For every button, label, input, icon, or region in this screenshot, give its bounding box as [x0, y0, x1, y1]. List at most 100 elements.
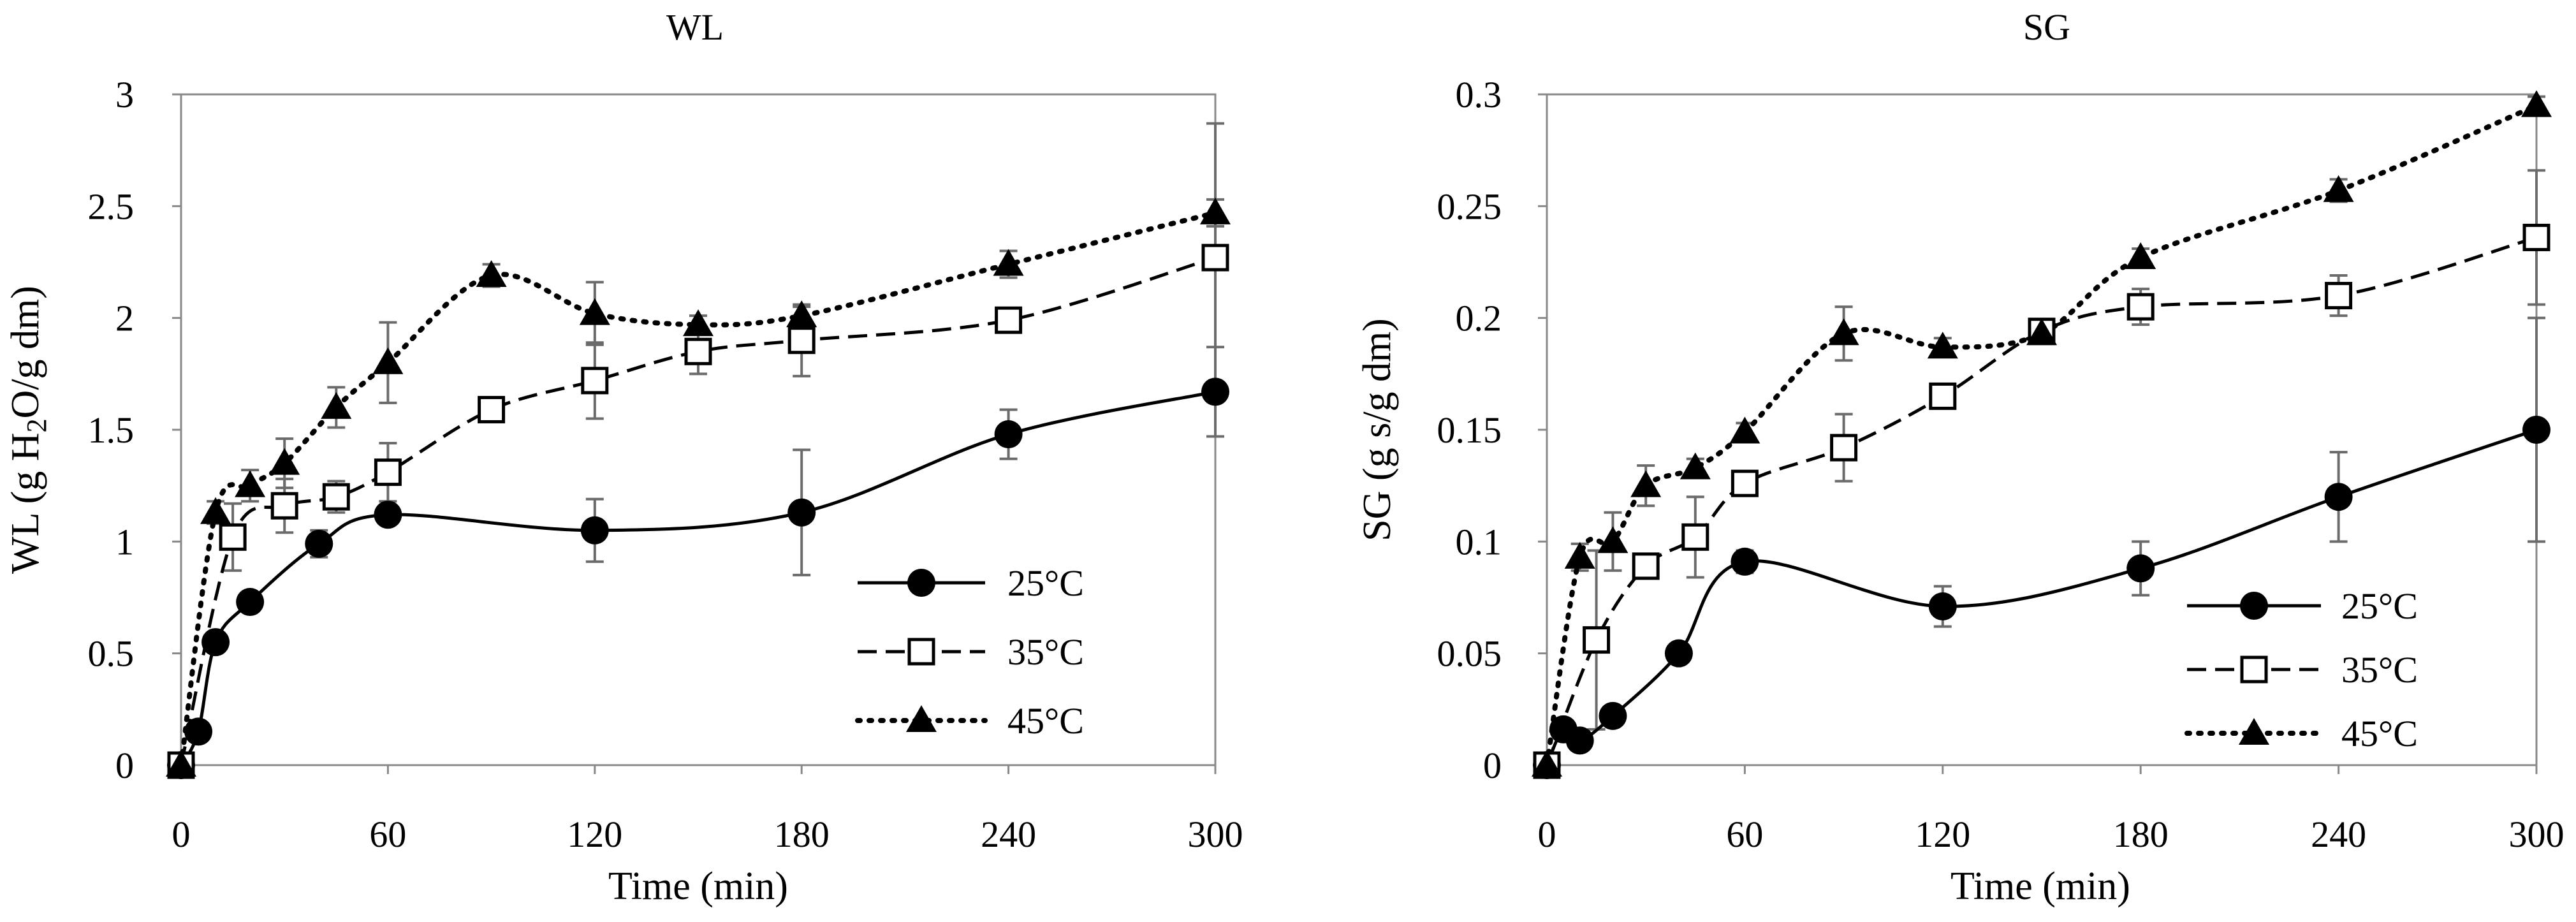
- data-point: [2522, 416, 2550, 444]
- data-point: [478, 395, 506, 423]
- legend-marker: [2240, 592, 2268, 620]
- y-axis-label: WL (g H2O/g dm): [4, 286, 52, 574]
- data-point: [476, 260, 507, 288]
- data-point: [2522, 223, 2550, 251]
- legend-label: 45°C: [1007, 700, 1084, 742]
- data-point: [1927, 332, 1958, 359]
- x-tick-label: 60: [369, 814, 406, 855]
- data-point: [1201, 377, 1229, 406]
- series-line: [179, 256, 1216, 766]
- data-point: [372, 347, 404, 374]
- x-tick-label: 60: [1726, 814, 1763, 855]
- data-point: [1630, 470, 1662, 497]
- data-point: [1201, 244, 1229, 272]
- y-tick-label: 0.3: [1456, 74, 1502, 115]
- data-point: [1830, 434, 1858, 462]
- data-point: [219, 523, 247, 551]
- data-point: [2521, 90, 2552, 117]
- data-point: [236, 588, 265, 617]
- data-point: [321, 391, 352, 419]
- legend-marker: [2239, 718, 2269, 745]
- data-point: [200, 497, 231, 524]
- data-point: [684, 337, 712, 365]
- y-tick-label: 0.05: [1437, 633, 1502, 675]
- data-point: [1928, 592, 1957, 621]
- data-point: [787, 498, 816, 527]
- data-point: [993, 249, 1024, 276]
- data-point: [1929, 382, 1957, 410]
- data-point: [322, 483, 350, 511]
- legend-marker: [907, 638, 935, 666]
- data-point: [374, 501, 402, 529]
- data-point: [1564, 541, 1595, 569]
- legend-label: 45°C: [2341, 713, 2418, 754]
- chart-title: SG: [2023, 6, 2070, 48]
- chart-wl: WL 0 0.5 1 1.5 2 2.5 3 0 60 120 180 240 300 Time (m…: [4, 6, 1243, 908]
- data-point: [2026, 318, 2057, 346]
- data-point: [184, 717, 213, 746]
- data-point: [1632, 552, 1660, 580]
- series-markers: [1532, 90, 2552, 779]
- legend-marker: [906, 705, 937, 732]
- y-tick-label: 0.1: [1456, 521, 1502, 562]
- data-point: [2126, 293, 2155, 321]
- x-tick-label: 180: [2113, 814, 2169, 855]
- data-point: [1664, 639, 1693, 668]
- x-tick-label: 120: [567, 814, 622, 855]
- error-bars: [1570, 95, 2545, 731]
- legend-label: 35°C: [1007, 631, 1084, 673]
- y-tick-label: 3: [115, 74, 134, 115]
- legend-label: 25°C: [1007, 562, 1084, 604]
- x-tick-label: 180: [774, 814, 830, 855]
- x-tick-label: 0: [172, 814, 191, 855]
- data-point: [1731, 547, 1759, 576]
- data-point: [1599, 701, 1627, 730]
- data-point: [2324, 483, 2353, 511]
- data-point: [1565, 726, 1594, 755]
- y-tick-label: 1.5: [88, 409, 135, 451]
- data-point: [786, 300, 817, 328]
- x-tick-label: 240: [2311, 814, 2366, 855]
- x-axis-label: Time (min): [608, 865, 788, 908]
- data-point: [579, 298, 610, 325]
- legend-label: 35°C: [2341, 649, 2418, 691]
- legend-marker: [907, 569, 935, 597]
- x-axis-label: Time (min): [1950, 865, 2130, 908]
- data-point: [305, 529, 333, 558]
- data-point: [580, 516, 609, 545]
- x-axis-ticks: 0 60 120 180 240 300: [1538, 765, 2565, 855]
- data-point: [235, 470, 266, 497]
- x-tick-label: 300: [2509, 814, 2565, 855]
- data-point: [1200, 197, 1231, 224]
- x-tick-label: 120: [1915, 814, 1970, 855]
- data-point: [374, 458, 402, 487]
- y-axis-ticks: 0 0.05 0.1 0.15 0.2 0.25 0.3: [1437, 74, 1547, 786]
- data-point: [994, 420, 1023, 449]
- data-point: [1729, 416, 1760, 444]
- y-tick-label: 0: [1483, 745, 1502, 786]
- data-point: [1828, 318, 1859, 346]
- y-tick-label: 0.25: [1437, 186, 1502, 227]
- x-tick-label: 300: [1188, 814, 1243, 855]
- data-point: [1583, 626, 1611, 654]
- data-point: [269, 448, 300, 475]
- data-point: [787, 326, 816, 355]
- data-point: [581, 367, 609, 395]
- y-tick-label: 2: [115, 298, 134, 339]
- data-point: [1597, 526, 1628, 553]
- data-point: [683, 309, 714, 337]
- legend: 25°C 35°C 45°C: [2184, 585, 2418, 754]
- x-tick-label: 240: [981, 814, 1036, 855]
- series-markers: [166, 197, 1231, 779]
- data-point: [1680, 452, 1711, 479]
- data-point: [2126, 554, 2155, 583]
- data-point: [2125, 242, 2156, 269]
- data-point: [1532, 750, 1562, 777]
- data-point: [1681, 523, 1709, 551]
- y-tick-label: 0.5: [88, 633, 135, 675]
- data-point: [270, 492, 298, 520]
- x-tick-label: 0: [1538, 814, 1556, 855]
- y-axis-label: SG (g s/g dm): [1356, 318, 1399, 541]
- y-tick-label: 0.2: [1456, 298, 1502, 339]
- chart-title: WL: [666, 6, 724, 48]
